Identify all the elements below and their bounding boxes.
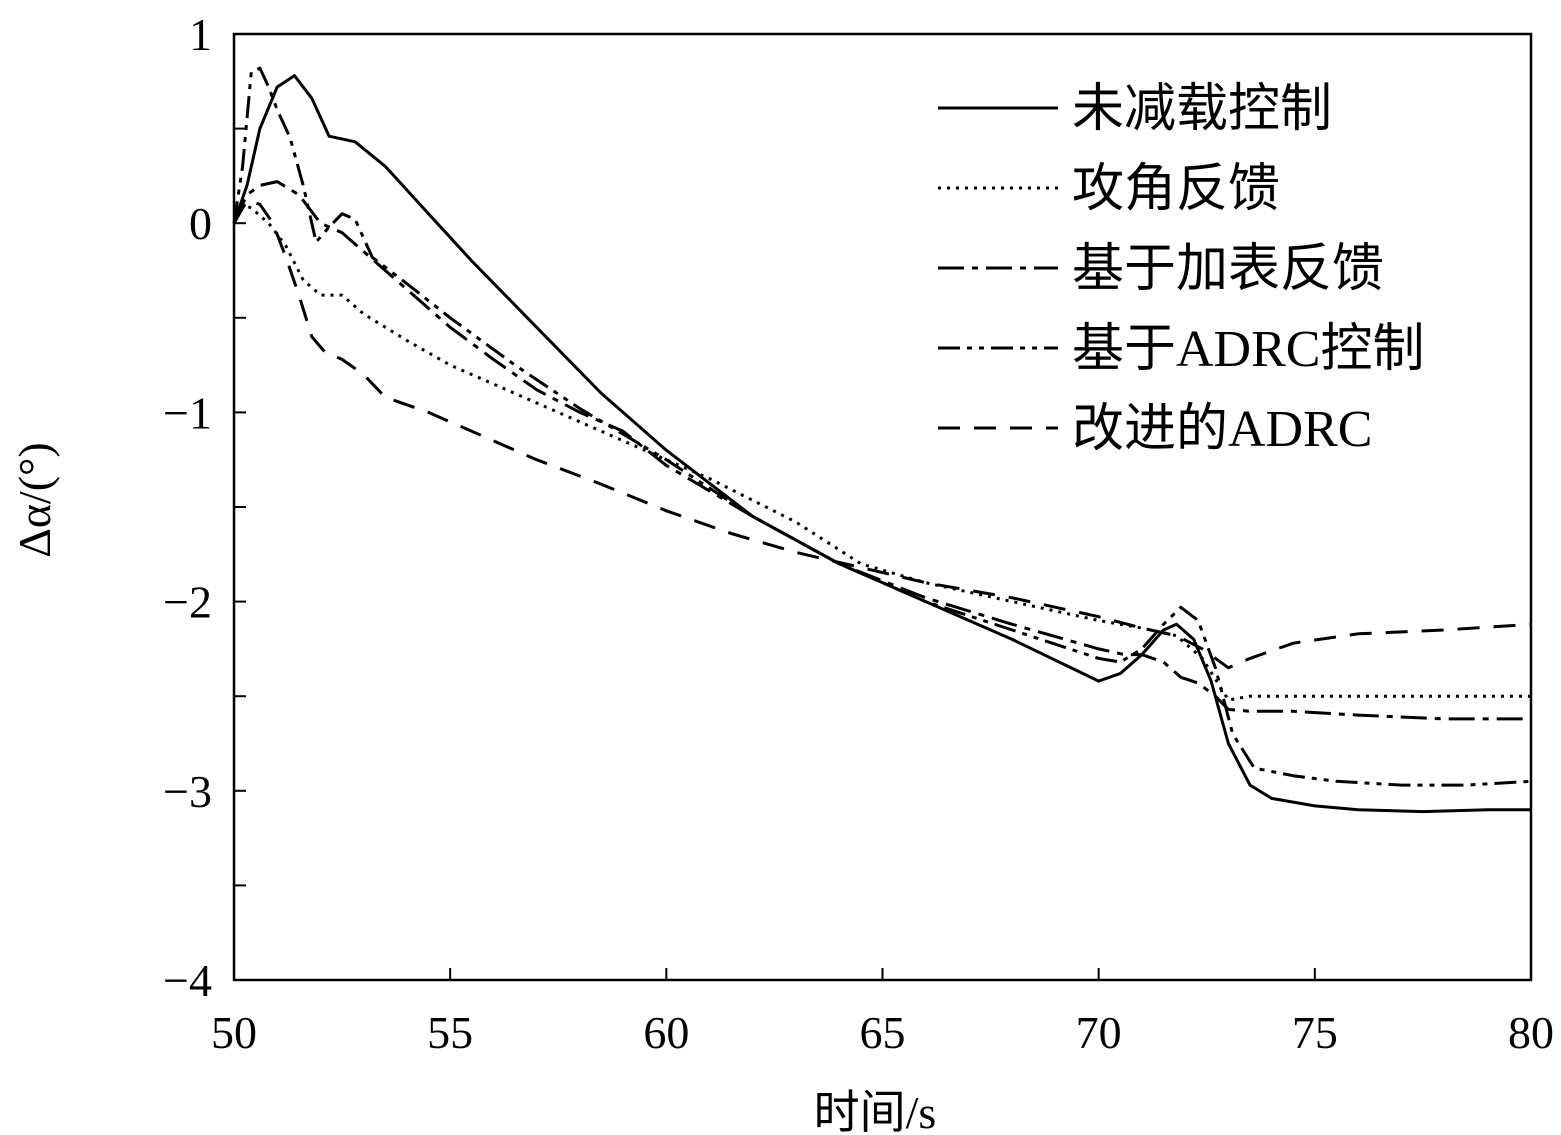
legend-label: 改进的ADRC [1072,401,1372,458]
legend-label: 未减载控制 [1072,81,1332,138]
series-line-4 [232,66,1532,787]
legend-label: 攻角反馈 [1072,161,1280,218]
x-axis-title: 时间/s [814,1087,937,1135]
y-axis-title: Δα/(°) [9,442,60,558]
x-tick-label: 50 [211,1007,257,1058]
y-tick-label: −4 [163,955,212,1006]
x-tick-label: 80 [1508,1007,1554,1058]
x-tick-label: 55 [427,1007,473,1058]
x-tick-label: 65 [860,1007,906,1058]
plot-frame [232,32,1533,982]
legend-label: 基于加表反馈 [1072,241,1384,298]
y-tick-label: −1 [163,387,212,438]
series-line-2 [232,202,1531,702]
x-tick-label: 75 [1292,1007,1338,1058]
y-tick-label: 0 [189,198,212,249]
legend-label: 基于ADRC控制 [1072,321,1424,378]
x-tick-label: 60 [643,1007,689,1058]
y-tick-label: 1 [189,9,212,60]
series-group [232,66,1532,814]
y-tick-label: −2 [163,577,212,628]
axis-ticks: 50 55 60 65 70 75 80 −4 −3 −2 −1 0 1 [163,9,1554,1058]
series-line-5 [232,199,1532,670]
x-tick-label: 70 [1076,1007,1122,1058]
y-tick-label: −3 [163,766,212,817]
